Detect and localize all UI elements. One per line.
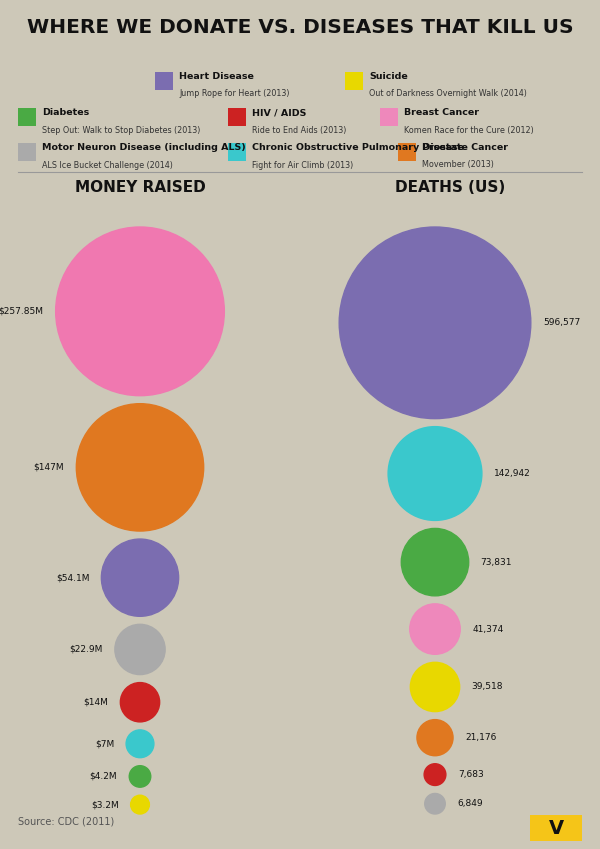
- Text: Breast Cancer: Breast Cancer: [404, 108, 479, 117]
- Text: $4.2M: $4.2M: [89, 772, 117, 781]
- Text: Fight for Air Climb (2013): Fight for Air Climb (2013): [252, 160, 353, 170]
- Text: Heart Disease: Heart Disease: [179, 72, 254, 81]
- Circle shape: [76, 403, 203, 531]
- Circle shape: [410, 604, 460, 655]
- Text: WHERE WE DONATE VS. DISEASES THAT KILL US: WHERE WE DONATE VS. DISEASES THAT KILL U…: [26, 18, 574, 37]
- Circle shape: [339, 227, 531, 419]
- Bar: [18, 143, 36, 161]
- Bar: [228, 143, 246, 161]
- Bar: [345, 72, 363, 90]
- Circle shape: [410, 662, 460, 711]
- Bar: [530, 815, 582, 841]
- Text: $54.1M: $54.1M: [56, 573, 89, 582]
- Text: $14M: $14M: [83, 698, 109, 706]
- Text: 6,849: 6,849: [457, 799, 483, 808]
- Circle shape: [101, 539, 179, 616]
- Text: Prostate Cancer: Prostate Cancer: [422, 143, 508, 152]
- Text: $257.85M: $257.85M: [0, 306, 44, 316]
- Text: Jump Rope for Heart (2013): Jump Rope for Heart (2013): [179, 89, 290, 98]
- Text: Komen Race for the Cure (2012): Komen Race for the Cure (2012): [404, 126, 534, 134]
- Circle shape: [129, 766, 151, 787]
- Circle shape: [401, 528, 469, 596]
- Text: 41,374: 41,374: [472, 625, 503, 633]
- Text: 7,683: 7,683: [458, 770, 484, 779]
- Bar: [155, 72, 173, 90]
- Text: Diabetes: Diabetes: [42, 108, 89, 117]
- Text: V: V: [548, 818, 563, 837]
- Text: $3.2M: $3.2M: [91, 800, 119, 809]
- Bar: [380, 108, 398, 126]
- Circle shape: [424, 764, 446, 785]
- Text: HIV / AIDS: HIV / AIDS: [252, 108, 307, 117]
- Text: 142,942: 142,942: [494, 469, 530, 478]
- Text: Movember (2013): Movember (2013): [422, 160, 494, 170]
- Circle shape: [115, 624, 165, 675]
- Text: $22.9M: $22.9M: [70, 645, 103, 654]
- Bar: [18, 108, 36, 126]
- Text: Ride to End Aids (2013): Ride to End Aids (2013): [252, 126, 346, 134]
- Circle shape: [56, 227, 224, 396]
- Text: $7M: $7M: [95, 739, 114, 748]
- Circle shape: [417, 720, 453, 756]
- Bar: [398, 143, 416, 161]
- Circle shape: [121, 683, 160, 722]
- Text: MONEY RAISED: MONEY RAISED: [74, 180, 205, 195]
- Circle shape: [425, 794, 445, 814]
- Text: Source: CDC (2011): Source: CDC (2011): [18, 817, 114, 827]
- Text: 596,577: 596,577: [543, 318, 580, 328]
- Text: Motor Neuron Disease (including ALS): Motor Neuron Disease (including ALS): [42, 143, 246, 152]
- Text: 73,831: 73,831: [481, 558, 512, 566]
- Circle shape: [131, 796, 149, 814]
- Bar: [228, 108, 246, 126]
- Text: $147M: $147M: [34, 463, 64, 472]
- Circle shape: [388, 427, 482, 520]
- Text: Chronic Obstructive Pulmonary Disease: Chronic Obstructive Pulmonary Disease: [252, 143, 464, 152]
- Text: 21,176: 21,176: [465, 734, 496, 742]
- Text: 39,518: 39,518: [472, 683, 503, 691]
- Text: ALS Ice Bucket Challenge (2014): ALS Ice Bucket Challenge (2014): [42, 160, 173, 170]
- Text: Suicide: Suicide: [369, 72, 408, 81]
- Text: Step Out: Walk to Stop Diabetes (2013): Step Out: Walk to Stop Diabetes (2013): [42, 126, 200, 134]
- Circle shape: [126, 730, 154, 757]
- Text: Out of Darkness Overnight Walk (2014): Out of Darkness Overnight Walk (2014): [369, 89, 527, 98]
- Text: DEATHS (US): DEATHS (US): [395, 180, 505, 195]
